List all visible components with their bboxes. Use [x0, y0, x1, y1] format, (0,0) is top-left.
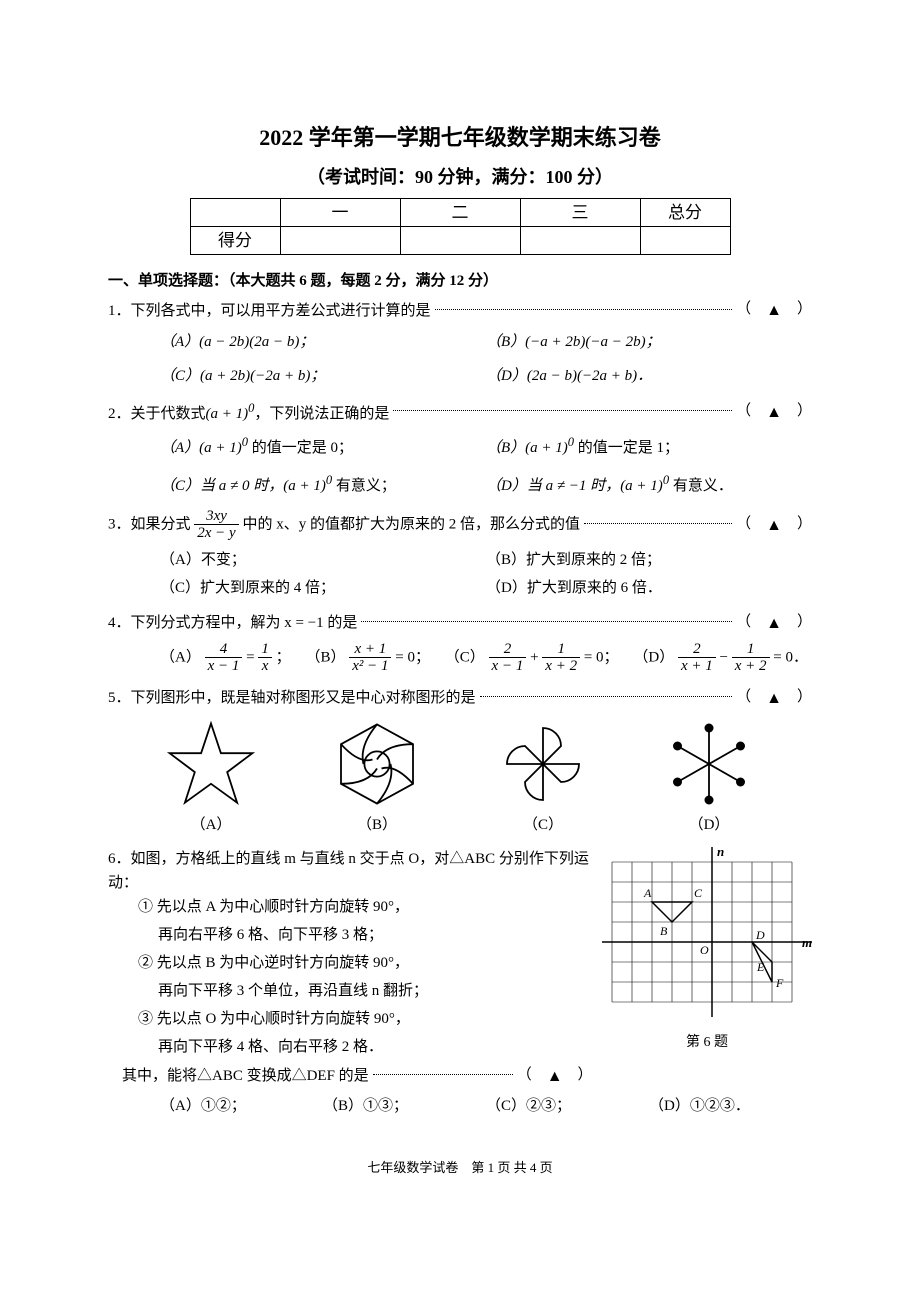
- question-1: 1．下列各式中，可以用平方差公式进行计算的是 （ ▲ ） （A）(a − 2b)…: [108, 297, 812, 388]
- svg-text:C: C: [694, 886, 703, 900]
- q6-opt-c: （C）②③；: [486, 1094, 649, 1118]
- answer-blank: （ ▲ ）: [517, 1063, 593, 1090]
- question-4: 4．下列分式方程中，解为 x = −1 的是 （ ▲ ） （A） 4x − 1 …: [108, 610, 812, 675]
- pinwheel-icon: [498, 719, 588, 809]
- star-icon: [166, 719, 256, 809]
- q6-stem: 6．如图，方格纸上的直线 m 与直线 n 交于点 O，对△ABC 分别作下列运动…: [108, 847, 602, 895]
- q6-caption: 第 6 题: [602, 1032, 812, 1054]
- q4-opt-c: （C） 2x − 1 + 1x + 2 = 0；: [445, 641, 619, 675]
- q6-step3a: ③ 先以点 O 为中心顺时针方向旋转 90°，: [108, 1007, 602, 1031]
- q2-opt-a: （A）(a + 1)0 的值一定是 0；: [160, 432, 486, 460]
- dots: [373, 1071, 513, 1075]
- q6-step3b: 再向下平移 4 格、向右平移 2 格．: [108, 1035, 602, 1059]
- svg-text:D: D: [755, 928, 765, 942]
- q4-opt-d: （D） 2x + 1 − 1x + 2 = 0．: [633, 641, 808, 675]
- q1-opt-b: （B）(−a + 2b)(−a − 2b)；: [486, 330, 812, 354]
- svg-text:A: A: [643, 886, 652, 900]
- svg-text:B: B: [660, 924, 668, 938]
- answer-blank: （ ▲ ）: [736, 610, 812, 637]
- dots: [480, 693, 733, 697]
- svg-text:E: E: [756, 960, 765, 974]
- dots: [435, 306, 733, 310]
- score-label: 得分: [190, 227, 280, 255]
- question-5: 5．下列图形中，既是轴对称图形又是中心对称图形的是 （ ▲ ） （A） （B）: [108, 685, 812, 838]
- q6-opt-b: （B）①③；: [323, 1094, 486, 1118]
- dots: [393, 407, 732, 411]
- q1-opt-d: （D）(2a − b)(−2a + b)．: [486, 364, 812, 388]
- q4-opt-b: （B） x + 1x² − 1 = 0；: [305, 641, 430, 675]
- q2-opt-c: （C）当 a ≠ 0 时，(a + 1)0 有意义；: [160, 470, 486, 498]
- q1-opt-c: （C）(a + 2b)(−2a + b)；: [160, 364, 486, 388]
- q6-opt-a: （A）①②；: [160, 1094, 323, 1118]
- page-footer: 七年级数学试卷 第 1 页 共 4 页: [108, 1158, 812, 1179]
- answer-blank: （ ▲ ）: [736, 512, 812, 539]
- q3-opt-c: （C）扩大到原来的 4 倍；: [160, 576, 486, 600]
- table-row: 得分: [190, 227, 730, 255]
- dots: [361, 618, 732, 622]
- q2-stem: 2．关于代数式(a + 1)0，下列说法正确的是: [108, 398, 389, 426]
- q6-figure: n m O A B C D E F 第 6 题: [602, 847, 812, 1063]
- asterisk-dots-icon: [664, 719, 754, 809]
- col-1: 一: [280, 198, 400, 226]
- q3-opt-a: （A）不变；: [160, 548, 486, 572]
- q5-shape-d: （D）: [664, 719, 754, 837]
- q6-step2b: 再向下平移 3 个单位，再沿直线 n 翻折；: [108, 979, 602, 1003]
- q5-stem: 5．下列图形中，既是轴对称图形又是中心对称图形的是: [108, 686, 476, 710]
- q6-opt-d: （D）①②③．: [649, 1094, 812, 1118]
- answer-blank: （ ▲ ）: [736, 297, 812, 324]
- svg-text:m: m: [802, 935, 812, 950]
- score-table: 一 二 三 总分 得分: [190, 198, 731, 255]
- svg-text:O: O: [700, 943, 709, 957]
- q5-shape-a: （A）: [166, 719, 256, 837]
- col-total: 总分: [640, 198, 730, 226]
- question-3: 3．如果分式 3xy2x − y 中的 x、y 的值都扩大为原来的 2 倍，那么…: [108, 508, 812, 600]
- hexagon-swirl-icon: [332, 719, 422, 809]
- answer-blank: （ ▲ ）: [736, 399, 812, 426]
- q6-step1a: ① 先以点 A 为中心顺时针方向旋转 90°，: [108, 895, 602, 919]
- answer-blank: （ ▲ ）: [736, 685, 812, 712]
- q6-step2a: ② 先以点 B 为中心逆时针方向旋转 90°，: [108, 951, 602, 975]
- q2-opt-b: （B）(a + 1)0 的值一定是 1；: [486, 432, 812, 460]
- q1-opt-a: （A）(a − 2b)(2a − b)；: [160, 330, 486, 354]
- q2-opt-d: （D）当 a ≠ −1 时，(a + 1)0 有意义．: [486, 470, 812, 498]
- svg-text:F: F: [775, 976, 784, 990]
- q6-step1b: 再向右平移 6 格、向下平移 3 格；: [108, 923, 602, 947]
- q6-tail: 其中，能将△ABC 变换成△DEF 的是: [122, 1064, 369, 1088]
- q3-stem: 3．如果分式 3xy2x − y 中的 x、y 的值都扩大为原来的 2 倍，那么…: [108, 508, 580, 542]
- q3-opt-d: （D）扩大到原来的 6 倍．: [486, 576, 812, 600]
- section-heading: 一、单项选择题：（本大题共 6 题，每题 2 分，满分 12 分）: [108, 269, 812, 293]
- q5-shape-c: （C）: [498, 719, 588, 837]
- col-3: 三: [520, 198, 640, 226]
- exam-title: 2022 学年第一学期七年级数学期末练习卷: [108, 120, 812, 155]
- q1-stem: 1．下列各式中，可以用平方差公式进行计算的是: [108, 299, 431, 323]
- exam-subtitle: （考试时间：90 分钟，满分：100 分）: [108, 163, 812, 192]
- question-2: 2．关于代数式(a + 1)0，下列说法正确的是 （ ▲ ） （A）(a + 1…: [108, 398, 812, 498]
- q3-opt-b: （B）扩大到原来的 2 倍；: [486, 548, 812, 572]
- dots: [584, 520, 732, 524]
- q5-shape-b: （B）: [332, 719, 422, 837]
- col-2: 二: [400, 198, 520, 226]
- q4-opt-a: （A） 4x − 1 = 1x ；: [160, 641, 291, 675]
- q4-stem: 4．下列分式方程中，解为 x = −1 的是: [108, 611, 357, 635]
- svg-text:n: n: [717, 847, 724, 859]
- grid-figure-icon: n m O A B C D E F: [602, 847, 812, 1022]
- question-6: 6．如图，方格纸上的直线 m 与直线 n 交于点 O，对△ABC 分别作下列运动…: [108, 847, 812, 1118]
- table-row: 一 二 三 总分: [190, 198, 730, 226]
